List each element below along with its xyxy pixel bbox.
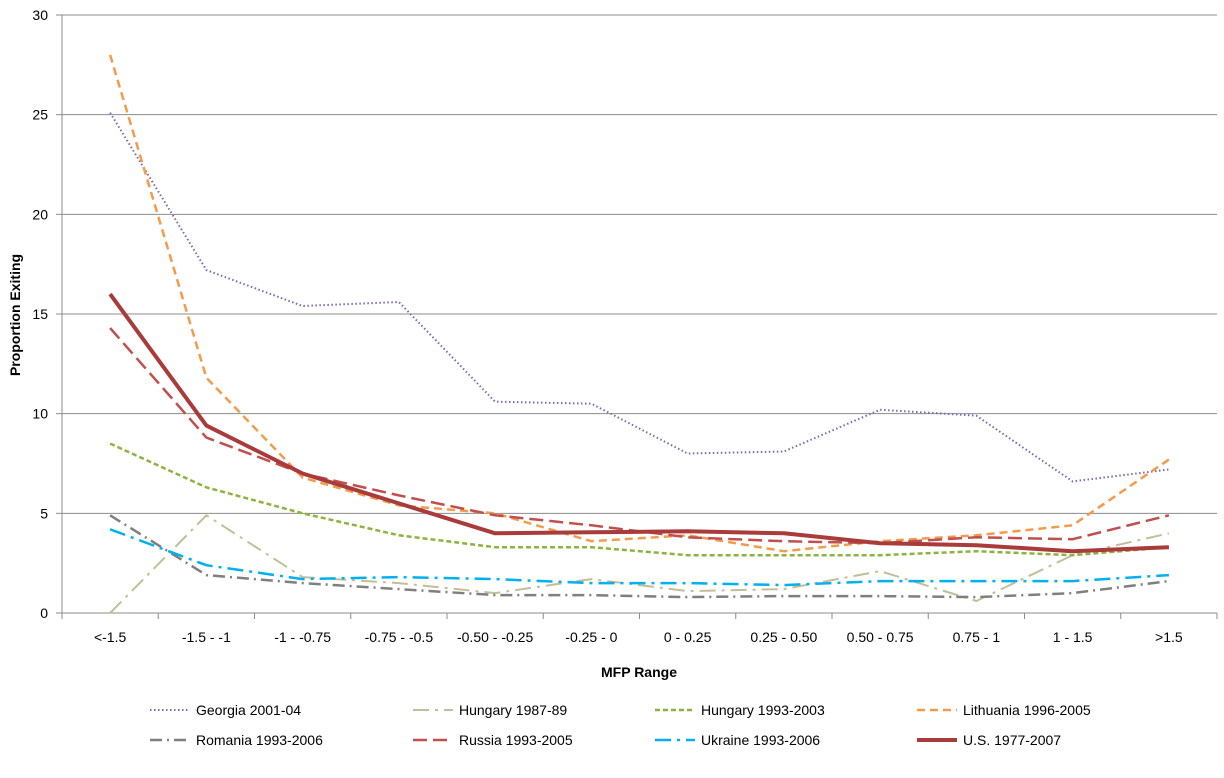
series-line-1	[109, 112, 1170, 483]
gridlines	[62, 14, 1217, 514]
x-tick-label: -1 - -0.75	[274, 629, 331, 645]
x-tick-label: 0 - 0.25	[664, 629, 712, 645]
series-line-5	[109, 514, 1170, 599]
x-tick-label: -0.75 - -0.5	[365, 629, 434, 645]
legend-label: Hungary 1987-89	[459, 702, 567, 718]
series-line-4	[108, 54, 1170, 553]
y-tick-label: 30	[32, 7, 48, 23]
y-tick-label: 5	[40, 505, 48, 521]
legend-label: Romania 1993-2006	[196, 732, 323, 748]
series-line-6	[109, 327, 1170, 545]
axes	[56, 14, 1218, 619]
x-tick-label: 0.25 - 0.50	[750, 629, 817, 645]
x-tick-label: <-1.5	[94, 629, 127, 645]
x-tick-label: -0.25 - 0	[565, 629, 617, 645]
x-axis-title: MFP Range	[601, 664, 677, 680]
y-tick-label: 10	[32, 406, 48, 422]
series-line-7	[109, 528, 1169, 587]
legend-label: Georgia 2001-04	[196, 702, 301, 718]
y-tick-label: 20	[32, 206, 48, 222]
x-tick-label: -1.5 - -1	[182, 629, 231, 645]
y-tick-label: 25	[32, 107, 48, 123]
legend-label: Russia 1993-2005	[459, 732, 573, 748]
y-tick-label: 15	[32, 306, 48, 322]
series-lines	[108, 54, 1170, 614]
series-line-2	[109, 514, 1170, 614]
legend-label: Ukraine 1993-2006	[701, 732, 820, 748]
y-tick-label: 0	[40, 605, 48, 621]
tick-labels: 0 5 10 15 20 25 30 <-1.5 -1.5 - -1 -1 - -0.75 -0.7…	[32, 7, 1182, 645]
x-tick-label: -0.50 - -0.25	[457, 629, 533, 645]
legend: Georgia 2001-04 Hungary 1987-89 Hungary 19…	[150, 702, 1091, 748]
legend-label: U.S. 1977-2007	[963, 732, 1061, 748]
series-line-3	[109, 442, 1170, 557]
series-line-8	[108, 292, 1169, 554]
x-tick-label: >1.5	[1155, 629, 1183, 645]
x-tick-label: 0.50 - 0.75	[847, 629, 914, 645]
y-axis-title: Proportion Exiting	[7, 254, 23, 376]
x-tick-label: 1 - 1.5	[1053, 629, 1093, 645]
legend-label: Lithuania 1996-2005	[963, 702, 1091, 718]
legend-label: Hungary 1993-2003	[701, 702, 825, 718]
x-tick-label: 0.75 - 1	[953, 629, 1001, 645]
